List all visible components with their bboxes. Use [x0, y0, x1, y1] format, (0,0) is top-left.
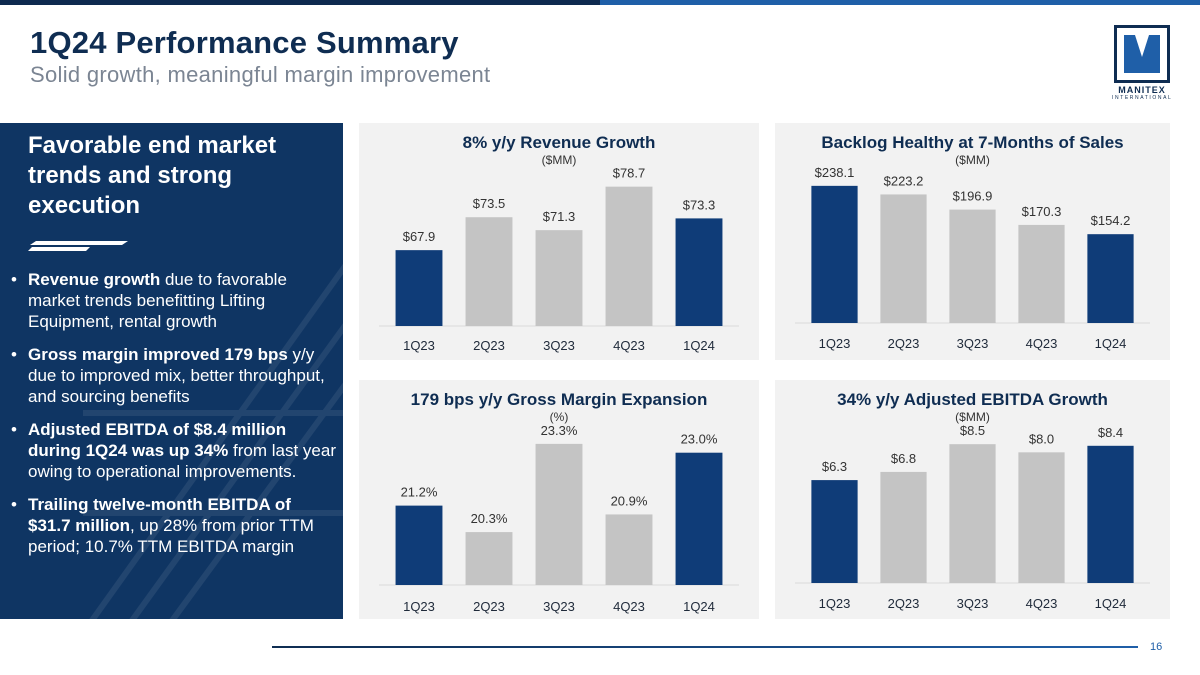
- top-accent-bar-dark: [0, 0, 600, 5]
- data-label: $238.1: [815, 165, 855, 180]
- revenue-chart: $67.9 1Q23 $73.5 2Q23 $71.3 3Q23 $78.7 4Q23 $73.…: [379, 166, 739, 353]
- backlog-chart: $238.1 1Q23 $223.2 2Q23 $196.9 3Q23 $170.3 4Q23…: [795, 165, 1150, 351]
- chart-title: 179 bps y/y Gross Margin Expansion: [410, 390, 708, 409]
- category-tick-label: 1Q24: [1095, 596, 1127, 611]
- gross-margin-chart-panel: 21.2% 1Q23 20.3% 2Q23 23.3% 3Q23 20.9% 4Q23 23.0…: [359, 380, 759, 619]
- data-label: $196.9: [953, 189, 993, 204]
- bar-1q23: [395, 250, 443, 326]
- chart-unit: ($MM): [955, 153, 990, 167]
- category-tick-label: 3Q23: [957, 596, 989, 611]
- backlog-chart-panel: $238.1 1Q23 $223.2 2Q23 $196.9 3Q23 $170.3 4Q23…: [775, 123, 1170, 360]
- gross-margin-chart: 21.2% 1Q23 20.3% 2Q23 23.3% 3Q23 20.9% 4Q23 23.0…: [379, 423, 739, 614]
- revenue-chart-panel: $67.9 1Q23 $73.5 2Q23 $71.3 3Q23 $78.7 4Q23 $73.…: [359, 123, 759, 360]
- category-tick-label: 1Q23: [403, 338, 435, 353]
- category-tick-label: 1Q24: [1095, 336, 1127, 351]
- bar-1q24: [675, 218, 723, 326]
- bar-3q23: [949, 209, 996, 323]
- bar-1q23: [811, 185, 858, 323]
- bullet-item: Adjusted EBITDA of $8.4 million during 1…: [8, 419, 338, 482]
- category-tick-label: 2Q23: [888, 336, 920, 351]
- logo-name: MANITEX: [1118, 85, 1166, 95]
- data-label: 20.9%: [611, 493, 648, 508]
- chart-unit: (%): [549, 410, 569, 424]
- category-tick-label: 4Q23: [1026, 596, 1058, 611]
- bar-4q23: [605, 186, 653, 326]
- bar-2q23: [880, 194, 927, 323]
- footer-divider: [272, 646, 1138, 648]
- category-tick-label: 1Q24: [683, 599, 715, 614]
- data-label: $8.4: [1098, 425, 1123, 440]
- category-tick-label: 2Q23: [473, 599, 505, 614]
- bullet-item: Gross margin improved 179 bps y/y due to…: [8, 344, 338, 407]
- data-label: 20.3%: [471, 511, 508, 526]
- top-accent-bar-light: [600, 0, 1200, 5]
- data-label: 23.0%: [681, 432, 718, 447]
- category-tick-label: 1Q24: [683, 338, 715, 353]
- bullet-item: Trailing twelve-month EBITDA of $31.7 mi…: [8, 494, 338, 557]
- bar-1q24: [1087, 445, 1134, 583]
- page-number: 16: [1150, 641, 1163, 653]
- bar-4q23: [605, 514, 653, 585]
- chart-unit: ($MM): [541, 153, 577, 167]
- data-label: $6.8: [891, 451, 916, 466]
- category-tick-label: 1Q23: [819, 596, 851, 611]
- ebitda-chart: $6.3 1Q23 $6.8 2Q23 $8.5 3Q23 $8.0 4Q23 $8.4 1Q24: [795, 423, 1150, 611]
- category-tick-label: 4Q23: [613, 599, 645, 614]
- chart-unit: ($MM): [955, 410, 990, 424]
- data-label: $6.3: [822, 459, 847, 474]
- bar-3q23: [535, 443, 583, 585]
- logo-mark: [1114, 25, 1170, 83]
- category-tick-label: 3Q23: [543, 599, 575, 614]
- data-label: $170.3: [1022, 204, 1062, 219]
- bar-1q24: [1087, 234, 1134, 323]
- data-label: $67.9: [403, 229, 436, 244]
- category-tick-label: 1Q23: [403, 599, 435, 614]
- chart-title: 34% y/y Adjusted EBITDA Growth: [837, 390, 1108, 409]
- category-tick-label: 3Q23: [957, 336, 989, 351]
- ebitda-chart-panel: $6.3 1Q23 $6.8 2Q23 $8.5 3Q23 $8.0 4Q23 $8.4 1Q24…: [775, 380, 1170, 619]
- category-tick-label: 2Q23: [888, 596, 920, 611]
- data-label: $73.3: [683, 197, 716, 212]
- category-tick-label: 4Q23: [1026, 336, 1058, 351]
- company-logo: MANITEX INTERNATIONAL: [1112, 25, 1172, 109]
- category-tick-label: 3Q23: [543, 338, 575, 353]
- bar-2q23: [465, 217, 513, 326]
- bullet-list: Revenue growth due to favorable market t…: [8, 269, 338, 569]
- data-label: 21.2%: [401, 485, 438, 500]
- category-tick-label: 2Q23: [473, 338, 505, 353]
- data-label: $71.3: [543, 209, 576, 224]
- bar-1q23: [811, 480, 858, 583]
- bullet-item: Revenue growth due to favorable market t…: [8, 269, 338, 332]
- data-label: $8.5: [960, 423, 985, 438]
- chart-title: 8% y/y Revenue Growth: [462, 133, 656, 152]
- bar-3q23: [535, 230, 583, 326]
- bar-2q23: [880, 471, 927, 583]
- bar-4q23: [1018, 224, 1065, 323]
- data-label: $154.2: [1091, 213, 1131, 228]
- data-label: $73.5: [473, 196, 506, 211]
- page-title: 1Q24 Performance Summary: [30, 25, 459, 60]
- panel-divider-graphic: [28, 241, 128, 251]
- bar-2q23: [465, 532, 513, 585]
- chart-title: Backlog Healthy at 7-Months of Sales: [821, 133, 1124, 152]
- data-label: $223.2: [884, 173, 924, 188]
- bar-3q23: [949, 444, 996, 583]
- category-tick-label: 1Q23: [819, 336, 851, 351]
- panel-heading: Favorable end market trends and strong e…: [28, 132, 277, 219]
- data-label: 23.3%: [541, 423, 578, 438]
- page-subtitle: Solid growth, meaningful margin improvem…: [30, 62, 491, 87]
- logo-subtitle: INTERNATIONAL: [1112, 95, 1173, 101]
- bar-1q23: [395, 505, 443, 585]
- summary-panel: Favorable end market trends and strong e…: [0, 123, 343, 619]
- data-label: $78.7: [613, 166, 646, 181]
- category-tick-label: 4Q23: [613, 338, 645, 353]
- data-label: $8.0: [1029, 431, 1054, 446]
- bar-1q24: [675, 452, 723, 585]
- bar-4q23: [1018, 452, 1065, 583]
